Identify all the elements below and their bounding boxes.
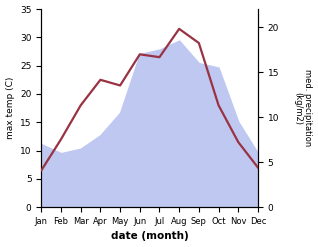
X-axis label: date (month): date (month) bbox=[111, 231, 189, 242]
Y-axis label: max temp (C): max temp (C) bbox=[5, 77, 15, 139]
Y-axis label: med. precipitation
(kg/m2): med. precipitation (kg/m2) bbox=[293, 69, 313, 147]
